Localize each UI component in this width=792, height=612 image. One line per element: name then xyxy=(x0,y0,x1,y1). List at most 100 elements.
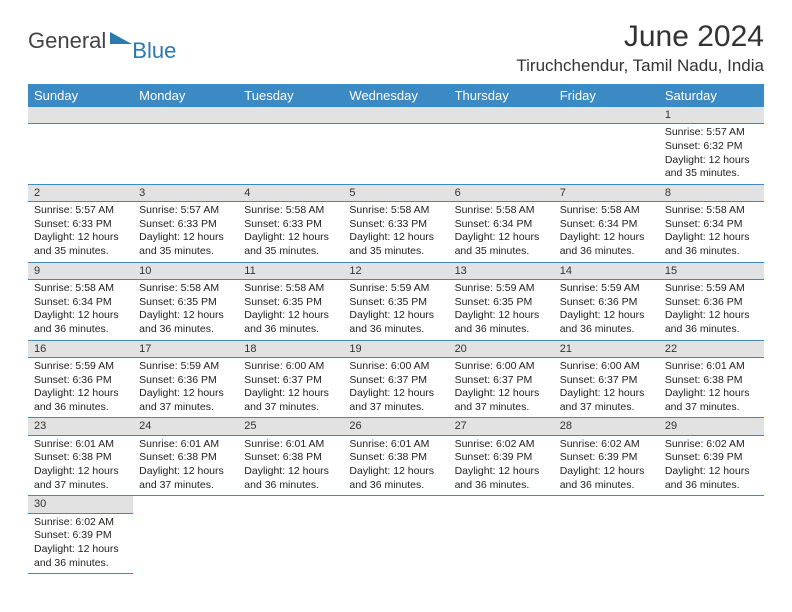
day-detail-cell xyxy=(554,513,659,574)
daylight-line: Daylight: 12 hours and 37 minutes. xyxy=(139,387,232,414)
header: General Blue June 2024 Tiruchchendur, Ta… xyxy=(28,20,764,76)
sunset-line: Sunset: 6:35 PM xyxy=(139,296,232,310)
sunrise-line: Sunrise: 6:02 AM xyxy=(455,438,548,452)
day-detail-cell: Sunrise: 6:02 AMSunset: 6:39 PMDaylight:… xyxy=(449,435,554,496)
day-detail-cell: Sunrise: 5:59 AMSunset: 6:36 PMDaylight:… xyxy=(554,280,659,341)
day-number-cell: 26 xyxy=(343,418,448,435)
daylight-line: Daylight: 12 hours and 36 minutes. xyxy=(560,465,653,492)
sunrise-line: Sunrise: 5:57 AM xyxy=(139,204,232,218)
daylight-line: Daylight: 12 hours and 36 minutes. xyxy=(34,543,127,570)
day-detail-cell: Sunrise: 5:57 AMSunset: 6:33 PMDaylight:… xyxy=(133,202,238,263)
sunset-line: Sunset: 6:36 PM xyxy=(34,374,127,388)
weekday-header: Monday xyxy=(133,84,238,107)
title-block: June 2024 Tiruchchendur, Tamil Nadu, Ind… xyxy=(516,20,764,76)
sunset-line: Sunset: 6:39 PM xyxy=(455,451,548,465)
day-number-cell: 1 xyxy=(659,107,764,124)
weekday-header: Thursday xyxy=(449,84,554,107)
logo-text-1: General xyxy=(28,28,106,54)
daylight-line: Daylight: 12 hours and 36 minutes. xyxy=(455,465,548,492)
sunset-line: Sunset: 6:33 PM xyxy=(244,218,337,232)
day-detail-cell: Sunrise: 5:59 AMSunset: 6:36 PMDaylight:… xyxy=(28,357,133,418)
sunset-line: Sunset: 6:39 PM xyxy=(665,451,758,465)
day-number-cell: 3 xyxy=(133,184,238,201)
sunrise-line: Sunrise: 5:57 AM xyxy=(665,126,758,140)
day-number-cell: 23 xyxy=(28,418,133,435)
day-number-cell xyxy=(554,496,659,513)
day-number-cell: 12 xyxy=(343,262,448,279)
day-detail-cell xyxy=(238,513,343,574)
daynum-row: 30 xyxy=(28,496,764,513)
sunset-line: Sunset: 6:37 PM xyxy=(244,374,337,388)
day-detail-cell xyxy=(343,513,448,574)
sunset-line: Sunset: 6:35 PM xyxy=(349,296,442,310)
daylight-line: Daylight: 12 hours and 35 minutes. xyxy=(349,231,442,258)
logo-text-2: Blue xyxy=(132,38,176,64)
daylight-line: Daylight: 12 hours and 36 minutes. xyxy=(665,231,758,258)
sunrise-line: Sunrise: 6:00 AM xyxy=(560,360,653,374)
daylight-line: Daylight: 12 hours and 36 minutes. xyxy=(455,309,548,336)
sunrise-line: Sunrise: 6:01 AM xyxy=(34,438,127,452)
sunrise-line: Sunrise: 6:01 AM xyxy=(349,438,442,452)
day-number-cell: 11 xyxy=(238,262,343,279)
sunset-line: Sunset: 6:35 PM xyxy=(244,296,337,310)
day-number-cell: 22 xyxy=(659,340,764,357)
day-detail-cell xyxy=(554,124,659,185)
sunrise-line: Sunrise: 6:02 AM xyxy=(34,516,127,530)
sunset-line: Sunset: 6:39 PM xyxy=(34,529,127,543)
day-detail-cell xyxy=(238,124,343,185)
sunrise-line: Sunrise: 5:59 AM xyxy=(139,360,232,374)
day-detail-cell: Sunrise: 6:01 AMSunset: 6:38 PMDaylight:… xyxy=(28,435,133,496)
sunset-line: Sunset: 6:37 PM xyxy=(560,374,653,388)
sunset-line: Sunset: 6:37 PM xyxy=(349,374,442,388)
day-detail-cell: Sunrise: 6:00 AMSunset: 6:37 PMDaylight:… xyxy=(343,357,448,418)
day-number-cell xyxy=(343,107,448,124)
detail-row: Sunrise: 5:57 AMSunset: 6:32 PMDaylight:… xyxy=(28,124,764,185)
day-detail-cell: Sunrise: 5:57 AMSunset: 6:32 PMDaylight:… xyxy=(659,124,764,185)
sunset-line: Sunset: 6:36 PM xyxy=(139,374,232,388)
daylight-line: Daylight: 12 hours and 36 minutes. xyxy=(349,465,442,492)
sunrise-line: Sunrise: 5:59 AM xyxy=(349,282,442,296)
calendar-table: SundayMondayTuesdayWednesdayThursdayFrid… xyxy=(28,84,764,574)
day-detail-cell: Sunrise: 6:02 AMSunset: 6:39 PMDaylight:… xyxy=(28,513,133,574)
day-number-cell xyxy=(133,496,238,513)
daylight-line: Daylight: 12 hours and 36 minutes. xyxy=(244,309,337,336)
day-number-cell: 28 xyxy=(554,418,659,435)
day-number-cell: 19 xyxy=(343,340,448,357)
sunrise-line: Sunrise: 6:02 AM xyxy=(560,438,653,452)
sunset-line: Sunset: 6:38 PM xyxy=(34,451,127,465)
day-number-cell xyxy=(449,496,554,513)
day-detail-cell: Sunrise: 5:58 AMSunset: 6:33 PMDaylight:… xyxy=(343,202,448,263)
logo: General Blue xyxy=(28,28,180,54)
day-number-cell: 29 xyxy=(659,418,764,435)
sunset-line: Sunset: 6:34 PM xyxy=(34,296,127,310)
detail-row: Sunrise: 6:01 AMSunset: 6:38 PMDaylight:… xyxy=(28,435,764,496)
day-number-cell: 16 xyxy=(28,340,133,357)
day-detail-cell: Sunrise: 5:58 AMSunset: 6:33 PMDaylight:… xyxy=(238,202,343,263)
sunset-line: Sunset: 6:36 PM xyxy=(665,296,758,310)
day-number-cell: 21 xyxy=(554,340,659,357)
sunrise-line: Sunrise: 5:59 AM xyxy=(665,282,758,296)
sunrise-line: Sunrise: 5:58 AM xyxy=(34,282,127,296)
sunset-line: Sunset: 6:38 PM xyxy=(349,451,442,465)
day-number-cell xyxy=(659,496,764,513)
calendar-header-row: SundayMondayTuesdayWednesdayThursdayFrid… xyxy=(28,84,764,107)
sunset-line: Sunset: 6:36 PM xyxy=(560,296,653,310)
daynum-row: 1 xyxy=(28,107,764,124)
daylight-line: Daylight: 12 hours and 37 minutes. xyxy=(34,465,127,492)
day-detail-cell: Sunrise: 5:58 AMSunset: 6:34 PMDaylight:… xyxy=(659,202,764,263)
daynum-row: 9101112131415 xyxy=(28,262,764,279)
sunrise-line: Sunrise: 5:58 AM xyxy=(244,204,337,218)
day-number-cell xyxy=(449,107,554,124)
detail-row: Sunrise: 5:58 AMSunset: 6:34 PMDaylight:… xyxy=(28,280,764,341)
day-number-cell xyxy=(28,107,133,124)
sunrise-line: Sunrise: 5:58 AM xyxy=(665,204,758,218)
sunrise-line: Sunrise: 6:00 AM xyxy=(349,360,442,374)
sunrise-line: Sunrise: 5:58 AM xyxy=(139,282,232,296)
day-detail-cell xyxy=(133,513,238,574)
day-detail-cell xyxy=(449,124,554,185)
sunrise-line: Sunrise: 5:57 AM xyxy=(34,204,127,218)
day-detail-cell: Sunrise: 6:00 AMSunset: 6:37 PMDaylight:… xyxy=(449,357,554,418)
day-number-cell: 10 xyxy=(133,262,238,279)
sunrise-line: Sunrise: 6:00 AM xyxy=(244,360,337,374)
sunset-line: Sunset: 6:34 PM xyxy=(665,218,758,232)
